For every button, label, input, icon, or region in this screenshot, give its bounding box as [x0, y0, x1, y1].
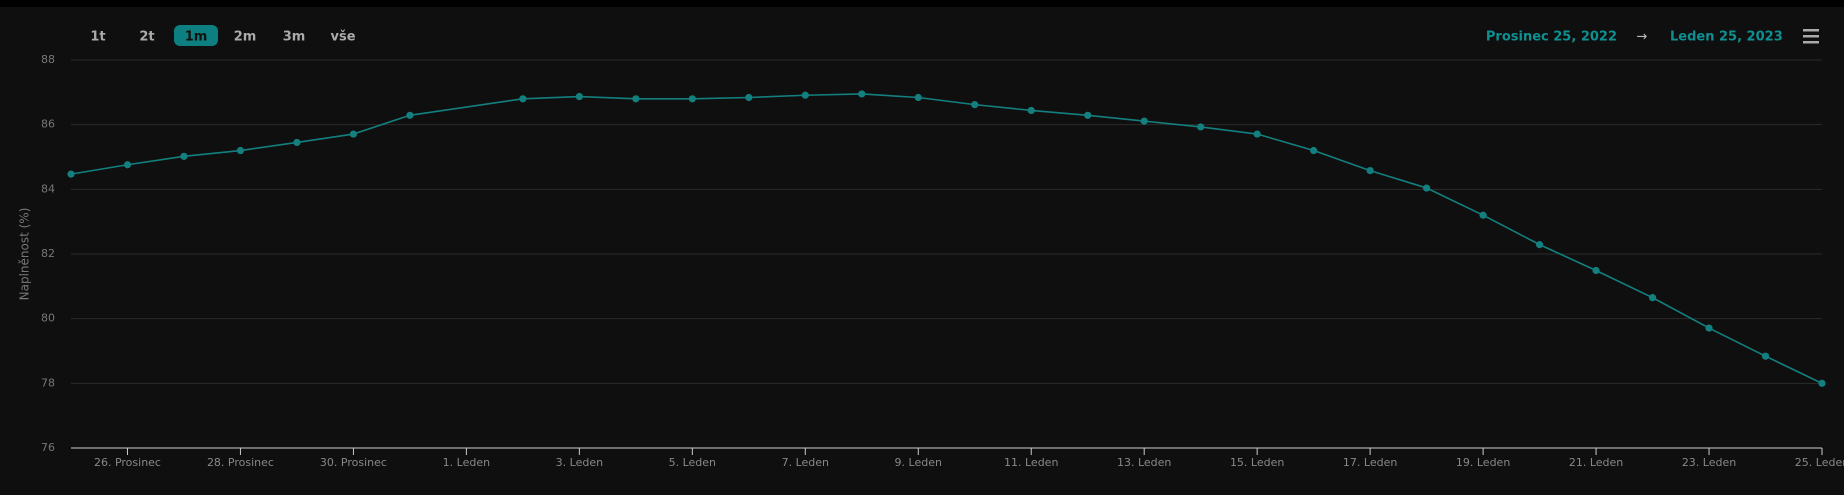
x-tick-label: 26. Prosinec: [94, 456, 161, 469]
data-point: [1197, 123, 1205, 131]
x-tick-label: 7. Leden: [782, 456, 829, 469]
data-point: [1253, 130, 1261, 138]
y-tick-label: 78: [41, 376, 55, 389]
x-tick-label: 25. Leden: [1795, 456, 1844, 469]
y-tick-label: 82: [41, 247, 55, 260]
x-tick-label: 1. Leden: [443, 456, 490, 469]
x-tick-label: 9. Leden: [895, 456, 942, 469]
x-tick-label: 5. Leden: [669, 456, 716, 469]
data-point: [1535, 241, 1544, 249]
data-point: [575, 92, 583, 101]
x-tick-label: 13. Leden: [1117, 456, 1171, 469]
data-point: [1366, 166, 1374, 175]
menu-icon[interactable]: [1803, 29, 1819, 44]
data-point: [632, 95, 640, 103]
data-point: [123, 161, 132, 169]
y-tick-label: 84: [41, 182, 55, 195]
data-point: [1592, 266, 1600, 275]
x-tick-label: 19. Leden: [1456, 456, 1510, 469]
range-button[interactable]: vše: [330, 30, 355, 45]
data-point: [801, 91, 809, 99]
x-tick-label: 28. Prosinec: [207, 456, 274, 469]
range-button[interactable]: 2t: [139, 30, 154, 45]
data-point: [1761, 352, 1770, 360]
data-point: [67, 170, 75, 178]
data-point: [688, 95, 696, 103]
y-tick-label: 86: [41, 118, 55, 131]
range-button[interactable]: 1t: [90, 30, 105, 45]
y-axis-label: Naplněnost (%): [18, 208, 32, 301]
data-point: [1084, 111, 1092, 119]
data-point: [914, 93, 922, 102]
x-tick-label: 17. Leden: [1343, 456, 1397, 469]
x-tick-label: 21. Leden: [1569, 456, 1623, 469]
data-point: [236, 146, 245, 155]
background: [0, 7, 1844, 495]
data-point: [1648, 294, 1657, 302]
y-tick-label: 76: [41, 441, 55, 454]
data-point: [1310, 146, 1318, 155]
data-point: [858, 90, 866, 98]
date-to[interactable]: Leden 25, 2023: [1670, 30, 1783, 45]
data-point: [1423, 184, 1431, 192]
range-button[interactable]: 1m: [185, 30, 208, 45]
data-point: [1705, 324, 1713, 332]
data-point: [745, 93, 753, 102]
range-button[interactable]: 2m: [234, 30, 257, 45]
data-point: [1479, 211, 1487, 219]
data-point: [349, 130, 358, 138]
data-point: [971, 101, 979, 109]
x-tick-label: 3. Leden: [556, 456, 603, 469]
data-point: [180, 152, 188, 160]
y-tick-label: 88: [41, 53, 55, 66]
x-tick-label: 23. Leden: [1682, 456, 1736, 469]
date-from[interactable]: Prosinec 25, 2022: [1486, 30, 1617, 45]
data-point: [406, 111, 414, 119]
x-tick-label: 15. Leden: [1230, 456, 1284, 469]
data-point: [519, 95, 527, 103]
x-tick-label: 30. Prosinec: [320, 456, 387, 469]
x-tick-label: 11. Leden: [1004, 456, 1058, 469]
data-point: [1140, 117, 1148, 125]
date-arrow: →: [1637, 30, 1648, 45]
y-tick-label: 80: [41, 312, 55, 325]
data-point: [1027, 106, 1035, 115]
data-point: [293, 138, 301, 147]
range-button[interactable]: 3m: [283, 30, 306, 45]
range-button-active[interactable]: [174, 25, 218, 46]
data-point: [1818, 379, 1826, 387]
